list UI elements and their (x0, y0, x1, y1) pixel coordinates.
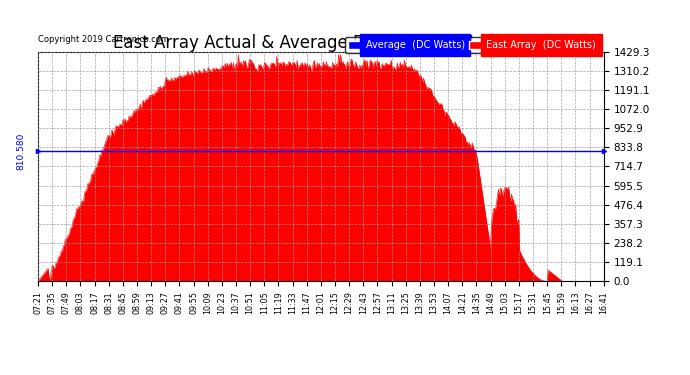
Legend: Average  (DC Watts), East Array  (DC Watts): Average (DC Watts), East Array (DC Watts… (345, 37, 599, 53)
Title: East Array Actual & Average Power Fri Jan 4 16:42: East Array Actual & Average Power Fri Ja… (113, 34, 529, 52)
Text: 810.580: 810.580 (17, 132, 26, 170)
Text: Copyright 2019 Cartronics.com: Copyright 2019 Cartronics.com (38, 35, 169, 44)
